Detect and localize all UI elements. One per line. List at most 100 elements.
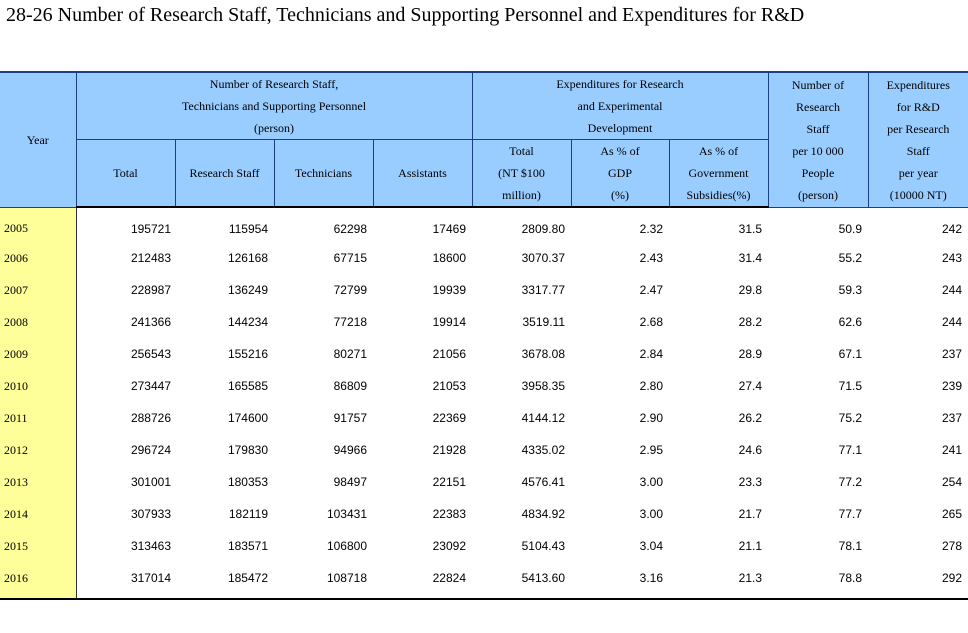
value-cell: 21.1	[738, 539, 762, 553]
value-cell: 185472	[175, 562, 274, 600]
value-cell: 180353	[227, 475, 268, 489]
value-cell: 313463	[130, 539, 171, 553]
value-cell: 71.5	[838, 379, 862, 393]
value-cell: 5413.60	[472, 562, 571, 600]
table-row: 2010 273447 165585 86809 21053 3958.35 2.80 27.…	[0, 370, 968, 402]
value-cell: 144234	[227, 315, 268, 329]
year-cell: 2010	[0, 370, 77, 402]
table-row: 2005 195721 115954 62298 17469 2809.80 2.32 31.…	[0, 207, 968, 242]
value-cell: 4834.92	[521, 507, 565, 521]
personnel-group-header: Number of Research Staff, Technicians an…	[75, 71, 473, 140]
value-cell: 244	[941, 283, 962, 297]
table-row: 2015 313463 183571 106800 23092 5104.43 3.04 21…	[0, 530, 968, 562]
year-cell: 2007	[0, 274, 77, 306]
value-cell: 228987	[130, 283, 171, 297]
value-cell: 301001	[130, 475, 171, 489]
value-cell: 72799	[333, 283, 367, 297]
year-cell: 2008	[0, 306, 77, 338]
value-cell: 3519.11	[522, 315, 566, 329]
value-cell: 317014	[76, 562, 175, 600]
page-title: 28-26 Number of Research Staff, Technici…	[6, 4, 805, 26]
year-cell: 2006	[0, 242, 77, 274]
value-cell: 126168	[227, 251, 268, 265]
value-cell: 21.7	[738, 507, 762, 521]
value-cell: 19939	[432, 283, 466, 297]
table-row: 2012 296724 179830 94966 21928 4335.02 2.95 24.…	[0, 434, 968, 466]
value-cell: 78.1	[838, 539, 862, 553]
value-cell: 278	[941, 539, 962, 553]
pct-gdp-header: As % of GDP (%)	[570, 139, 670, 208]
value-cell: 21053	[432, 379, 466, 393]
staff-per-people-header: Number of Research Staff per 10 000 Peop…	[767, 71, 869, 208]
year-cell: 2014	[0, 498, 77, 530]
value-cell: 243	[941, 251, 962, 265]
value-cell: 22369	[432, 411, 466, 425]
value-cell: 292	[868, 562, 968, 600]
value-cell: 22824	[373, 562, 472, 600]
value-cell: 103431	[326, 507, 367, 521]
value-cell: 4144.12	[521, 411, 565, 425]
value-cell: 50.9	[838, 221, 862, 236]
year-header: Year	[0, 71, 77, 208]
rd-statistics-table: Year Number of Research Staff, Technicia…	[0, 71, 968, 600]
value-cell: 115954	[228, 222, 268, 236]
value-cell: 77.1	[838, 443, 862, 457]
value-cell: 5104.43	[521, 539, 565, 553]
value-cell: 237	[941, 411, 962, 425]
value-cell: 2.68	[639, 315, 663, 329]
value-cell: 155216	[227, 347, 268, 361]
value-cell: 3.04	[639, 539, 663, 553]
value-cell: 106800	[326, 539, 367, 553]
value-cell: 80271	[333, 347, 367, 361]
value-cell: 3.00	[639, 507, 663, 521]
total-header: Total	[75, 139, 176, 208]
value-cell: 4576.41	[521, 475, 565, 489]
value-cell: 67715	[333, 251, 367, 265]
year-cell: 2015	[0, 530, 77, 562]
value-cell: 21.3	[669, 562, 768, 600]
year-cell: 2013	[0, 466, 77, 498]
value-cell: 2.90	[639, 411, 663, 425]
value-cell: 26.2	[738, 411, 762, 425]
value-cell: 254	[941, 475, 962, 489]
value-cell: 3.00	[639, 475, 663, 489]
table-row: 2014 307933 182119 103431 22383 4834.92 3.00 21…	[0, 498, 968, 530]
table-row: 2008 241366 144234 77218 19914 3519.11 2.68 28.…	[0, 306, 968, 338]
value-cell: 265	[941, 507, 962, 521]
value-cell: 19914	[432, 315, 466, 329]
pct-government-header: As % of Government Subsidies(%)	[668, 139, 769, 208]
value-cell: 108718	[274, 562, 373, 600]
value-cell: 288726	[130, 411, 171, 425]
value-cell: 55.2	[838, 251, 862, 265]
value-cell: 21056	[432, 347, 466, 361]
value-cell: 22383	[432, 507, 466, 521]
year-cell: 2009	[0, 338, 77, 370]
value-cell: 77.2	[838, 475, 862, 489]
value-cell: 23092	[432, 539, 466, 553]
value-cell: 241	[941, 443, 962, 457]
value-cell: 307933	[130, 507, 171, 521]
value-cell: 136249	[227, 283, 268, 297]
value-cell: 22151	[432, 475, 466, 489]
value-cell: 3.16	[571, 562, 669, 600]
value-cell: 2.80	[639, 379, 663, 393]
value-cell: 67.1	[838, 347, 862, 361]
value-cell: 91757	[333, 411, 367, 425]
year-cell: 2011	[0, 402, 77, 434]
assistants-header: Assistants	[372, 139, 473, 208]
value-cell: 3678.08	[521, 347, 565, 361]
table-row: 2016 317014 185472 108718 22824 5413.60 3.16 21…	[0, 562, 968, 600]
value-cell: 241366	[130, 315, 171, 329]
expenditure-group-header: Expenditures for Research and Experiment…	[471, 71, 769, 140]
table-row: 2013 301001 180353 98497 22151 4576.41 3.00 23.…	[0, 466, 968, 498]
value-cell: 77218	[333, 315, 367, 329]
value-cell: 21928	[432, 443, 466, 457]
value-cell: 62.6	[838, 315, 862, 329]
value-cell: 296724	[130, 443, 171, 457]
value-cell: 165585	[227, 379, 268, 393]
value-cell: 2.84	[639, 347, 663, 361]
value-cell: 28.2	[738, 315, 762, 329]
expenditure-per-staff-header: Expenditures for R&D per Research Staff …	[867, 71, 968, 208]
value-cell: 2.47	[639, 283, 663, 297]
value-cell: 2.95	[639, 443, 663, 457]
